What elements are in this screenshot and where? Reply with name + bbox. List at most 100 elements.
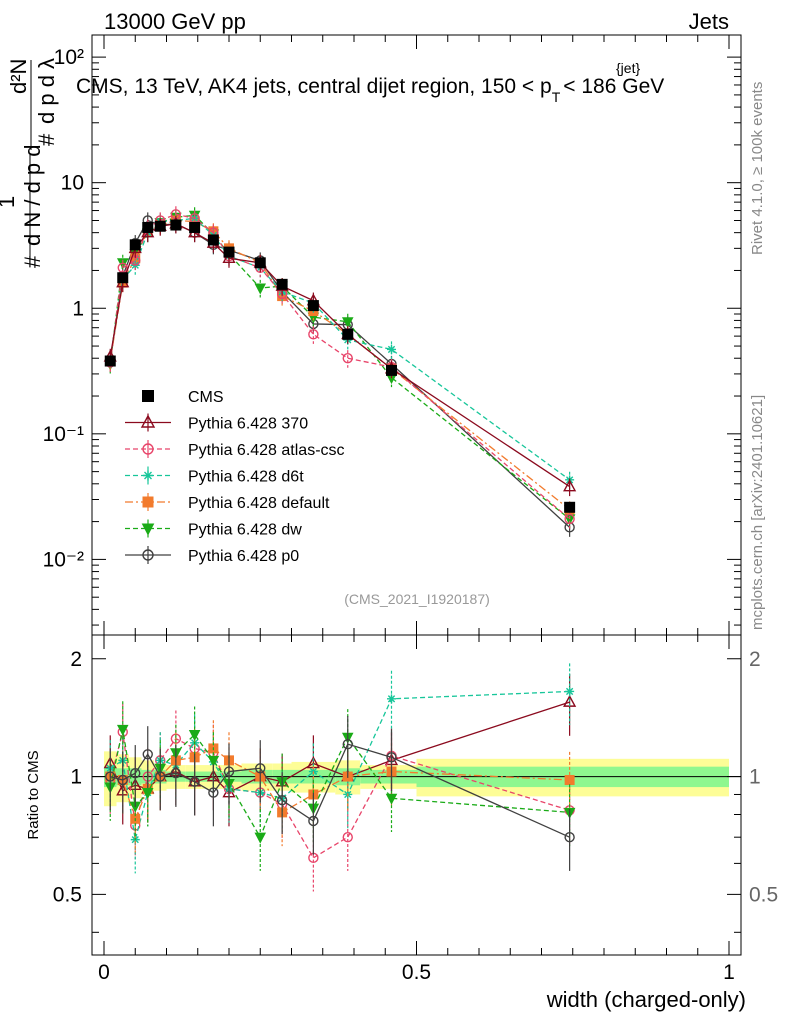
legend-label: Pythia 6.428 370 [188, 416, 308, 433]
data-point [387, 344, 396, 354]
ratio-point [342, 738, 353, 750]
legend-item-pythia-6-428-p0: Pythia 6.428 p0 [125, 546, 299, 565]
legend-label: Pythia 6.428 default [188, 495, 330, 512]
ratio-point [387, 694, 396, 704]
data-point [342, 328, 354, 340]
ratio-point [564, 831, 575, 843]
ratio-point [170, 768, 182, 779]
plot-title-main: CMS, 13 TeV, AK4 jets, central dijet reg… [76, 75, 552, 98]
ratio-point [207, 755, 220, 767]
ratio-point [188, 730, 201, 742]
data-point [564, 501, 576, 513]
plot-title-end: < 186 GeV [563, 75, 664, 98]
data-point [563, 479, 577, 492]
data-point [254, 257, 266, 269]
data-point [117, 272, 129, 284]
y-tick-label: 1 [72, 297, 84, 320]
legend-label: Pythia 6.428 dw [188, 522, 302, 539]
x-tick-label: 0.5 [402, 961, 431, 984]
data-point [342, 353, 353, 364]
legend-label: Pythia 6.428 p0 [188, 548, 299, 565]
ratio-point [276, 795, 288, 806]
category-label: Jets [689, 9, 729, 34]
ylabel-dp: d p d λ [34, 58, 59, 124]
data-point [170, 219, 182, 231]
ratio-point [116, 724, 129, 736]
series-pythia-6-428-dw [104, 207, 576, 529]
ylabel-frac: d N / d p d [20, 144, 45, 246]
data-point [189, 221, 201, 233]
series-pythia-6-428-default [105, 212, 575, 519]
legend-item-pythia-6-428-default: Pythia 6.428 default [125, 493, 330, 512]
ratio-y-tick-label: 1 [70, 766, 82, 789]
legend-marker [142, 496, 154, 508]
legend-item-pythia-6-428-370: Pythia 6.428 370 [125, 413, 308, 433]
data-point [223, 246, 235, 258]
legend-marker [142, 443, 154, 455]
plot-title: CMS, 13 TeV, AK4 jets, central dijet reg… [76, 75, 664, 105]
x-axis-label: width (charged-only) [546, 987, 746, 1012]
ratio-point [208, 787, 219, 798]
ratio-point [342, 831, 353, 843]
legend-marker [141, 523, 155, 536]
ratio-series-pythia-6-428-p0 [105, 716, 575, 871]
series-cms [104, 219, 576, 513]
main-plot-frame [91, 34, 742, 636]
x-tick-label: 1 [723, 961, 735, 984]
legend: CMS Pythia 6.428 370 Pythia 6.428 atlas-cs… [125, 389, 345, 565]
data-point [386, 364, 397, 376]
ratio-axis-ticks: 0.5 0.5 1 1 2 2 0 0.5 1 [53, 635, 778, 984]
data-point [307, 300, 319, 312]
ratio-ylabel: Ratio to CMS [25, 750, 42, 839]
series-line-pythia-6-428-dw [109, 214, 571, 520]
mcplots-label: mcplots.cern.ch [arXiv:2401.10621] [749, 395, 766, 630]
ratio-point [308, 815, 319, 827]
y-tick-label: 10² [54, 46, 84, 69]
legend-label: Pythia 6.428 atlas-csc [188, 442, 345, 459]
data-point [207, 234, 219, 246]
series-line-pythia-6-428-atlas-csc [109, 213, 571, 520]
ratio-y-tick-label-right: 2 [749, 648, 761, 671]
data-point [129, 239, 141, 251]
plot-title-sub: T [552, 89, 561, 105]
ratio-point [142, 749, 153, 760]
ratio-point [189, 776, 200, 787]
ylabel-d2n: d²N [6, 59, 31, 94]
ratio-point [565, 686, 575, 696]
data-point [154, 220, 166, 232]
data-point [308, 329, 319, 340]
data-point [341, 317, 354, 329]
ratio-series-group [103, 663, 577, 892]
data-point [564, 513, 575, 525]
plot-title-sup: {jet} [616, 60, 640, 76]
main-ylabel: # d N / d p d 1 # d p d λ d²N [0, 58, 59, 268]
y-tick-label: 10⁻¹ [43, 423, 84, 446]
ratio-point [117, 774, 128, 786]
ylabel-one: 1 [0, 196, 19, 208]
legend-marker [143, 470, 153, 481]
ratio-point [386, 752, 397, 763]
legend-item-pythia-6-428-dw: Pythia 6.428 dw [125, 519, 302, 539]
legend-marker [142, 390, 154, 402]
ratio-line-pythia-6-428-dw [109, 729, 570, 839]
series-line-pythia-6-428-p0 [109, 219, 571, 528]
legend-label: CMS [188, 389, 224, 406]
data-point [142, 221, 154, 233]
ratio-point [130, 768, 141, 779]
ratio-point [141, 788, 154, 800]
data-point [276, 278, 288, 290]
ratio-point [155, 771, 166, 782]
ratio-point [564, 774, 575, 785]
series-pythia-6-428-atlas-csc [105, 206, 575, 529]
ratio-point [223, 766, 235, 777]
series-line-pythia-6-428-default [109, 219, 571, 510]
ratio-y-tick-label: 2 [70, 648, 82, 671]
series-pythia-6-428-p0 [105, 212, 575, 537]
x-tick-label: 0 [98, 961, 110, 984]
ratio-point [254, 832, 267, 844]
legend-marker [140, 414, 156, 428]
main-series-group [103, 206, 577, 537]
ratio-y-tick-label: 0.5 [53, 883, 82, 906]
y-tick-label: 10⁻² [43, 548, 84, 571]
